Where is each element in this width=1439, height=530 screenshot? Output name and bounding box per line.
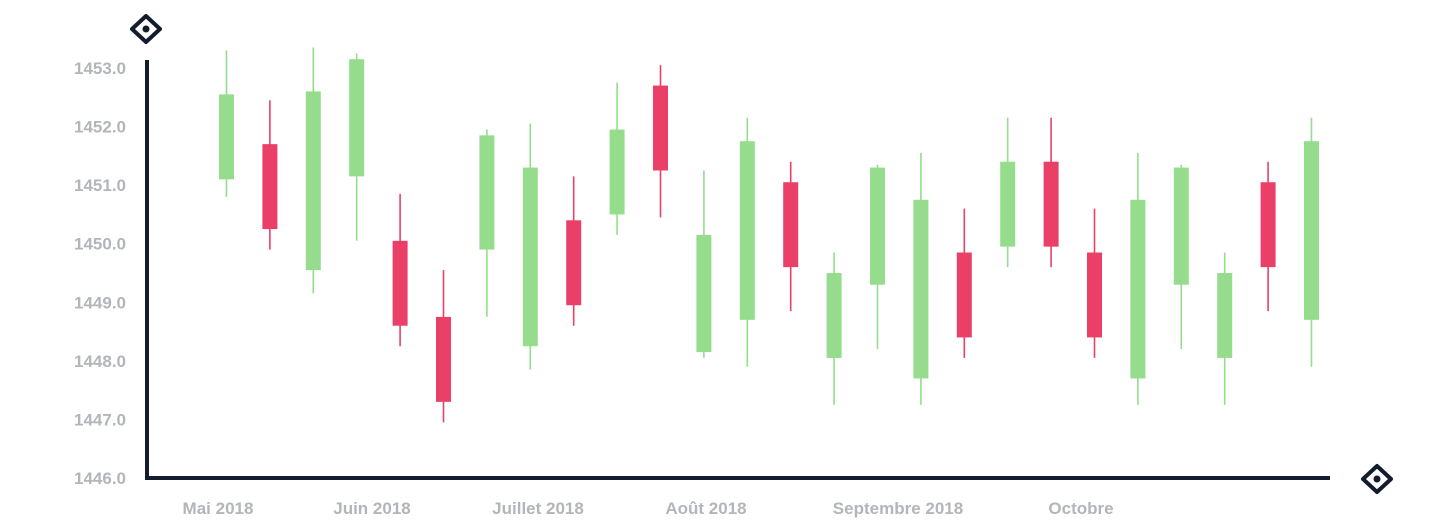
candle xyxy=(349,53,365,241)
candle-body-up xyxy=(1130,199,1146,379)
x-tick-label: Juin 2018 xyxy=(333,499,411,518)
candle xyxy=(436,270,451,423)
candle xyxy=(479,129,495,317)
candle xyxy=(262,100,278,250)
x-tick-label: Août 2018 xyxy=(665,499,746,518)
candle xyxy=(1217,252,1233,405)
x-axis-tick-labels: Mai 2018 Juin 2018 Juillet 2018 Août 2018 Se… xyxy=(183,499,1114,518)
candle xyxy=(1000,117,1016,268)
candle xyxy=(1304,117,1319,367)
candle xyxy=(739,117,755,367)
y-tick-label: 1446.0 xyxy=(74,469,126,488)
x-tick-label: Septembre 2018 xyxy=(833,499,963,518)
y-axis-end-icon xyxy=(130,14,162,44)
candles xyxy=(219,47,1319,423)
x-axis-end-icon xyxy=(1361,464,1393,494)
y-tick-label: 1453.0 xyxy=(74,59,126,78)
x-tick-label: Octobre xyxy=(1048,499,1113,518)
candle xyxy=(305,47,321,294)
candle-body-down xyxy=(1260,182,1276,268)
candle xyxy=(609,82,625,235)
candle-body-down xyxy=(1043,161,1059,247)
candle-body-up xyxy=(739,141,755,320)
candle xyxy=(1130,152,1146,405)
candle-body-up xyxy=(305,91,321,271)
candle xyxy=(653,65,668,218)
candle-body-up xyxy=(522,167,538,347)
candle xyxy=(696,170,712,358)
candle-body-up xyxy=(826,273,842,358)
candle xyxy=(566,176,582,326)
candle-body-down xyxy=(956,252,972,338)
candle xyxy=(1173,164,1189,350)
y-axis-tick-labels: 1446.0 1447.0 1448.0 1449.0 1450.0 1451.0 1452… xyxy=(74,59,126,488)
y-tick-label: 1449.0 xyxy=(74,293,126,312)
candle xyxy=(522,123,538,370)
candle-body-up xyxy=(913,199,929,379)
candle-body-down xyxy=(653,85,668,171)
candle-body-down xyxy=(783,182,799,268)
candle-body-up xyxy=(870,167,885,285)
candle xyxy=(1087,208,1102,358)
candle xyxy=(826,252,842,405)
candle xyxy=(870,164,885,350)
candle-body-down xyxy=(436,316,451,402)
y-tick-label: 1448.0 xyxy=(74,352,126,371)
candle-body-down xyxy=(262,144,278,230)
candle-body-up xyxy=(349,59,365,177)
candle xyxy=(913,152,929,405)
candle-body-up xyxy=(219,94,234,180)
candle-body-up xyxy=(1304,141,1319,320)
y-tick-label: 1450.0 xyxy=(74,235,126,254)
candle-body-up xyxy=(609,129,625,215)
candle-body-up xyxy=(696,234,712,353)
candle-body-down xyxy=(1087,252,1102,338)
y-tick-label: 1447.0 xyxy=(74,410,126,429)
candle-body-up xyxy=(1000,161,1016,247)
candle xyxy=(956,208,972,358)
candle-body-up xyxy=(479,135,495,250)
x-tick-label: Juillet 2018 xyxy=(492,499,584,518)
candle-body-up xyxy=(1217,273,1233,358)
candle xyxy=(1043,117,1059,268)
candle xyxy=(783,161,799,312)
x-tick-label: Mai 2018 xyxy=(183,499,254,518)
candle-body-down xyxy=(566,220,582,306)
candle-body-down xyxy=(392,240,408,326)
candle xyxy=(219,50,234,197)
candle-body-up xyxy=(1173,167,1189,285)
candle xyxy=(1260,161,1276,312)
candle xyxy=(392,193,408,347)
y-tick-label: 1451.0 xyxy=(74,176,126,195)
y-tick-label: 1452.0 xyxy=(74,118,126,137)
